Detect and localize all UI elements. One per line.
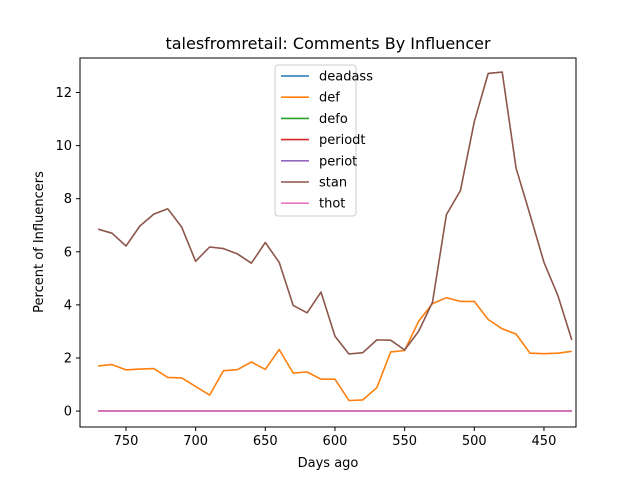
x-tick-label: 700	[183, 434, 208, 449]
plot-lines	[97, 71, 573, 412]
legend: deadass def defo periodt periot stan thot	[274, 64, 373, 217]
y-axis: 0 2 4 6 8 10 12	[55, 86, 80, 420]
x-tick-label: 650	[253, 434, 278, 449]
legend-label-periodt: periodt	[319, 133, 366, 148]
series-line-stan	[97, 71, 573, 355]
y-axis-label: Percent of Influencers	[32, 171, 47, 313]
x-tick-label: 450	[532, 434, 557, 449]
legend-box	[274, 64, 357, 217]
x-axis: 750 700 650 600 550 500 450	[114, 427, 557, 449]
y-tick-label: 0	[64, 405, 72, 420]
y-tick-label: 12	[55, 86, 72, 101]
y-tick-label: 10	[55, 139, 72, 154]
plot-area-frame	[79, 57, 577, 428]
legend-label-deadass: deadass	[319, 70, 373, 85]
y-tick-label: 2	[64, 351, 72, 366]
x-tick-label: 550	[392, 434, 417, 449]
y-tick-label: 4	[64, 298, 72, 313]
chart-title: talesfromretail: Comments By Influencer	[165, 34, 491, 53]
x-axis-label: Days ago	[298, 456, 359, 471]
legend-label-def: def	[319, 91, 340, 106]
y-tick-label: 8	[64, 192, 72, 207]
legend-label-defo: defo	[319, 112, 348, 127]
x-tick-label: 750	[114, 434, 139, 449]
series-line-def	[98, 296, 572, 402]
x-tick-label: 500	[462, 434, 487, 449]
legend-label-thot: thot	[319, 197, 345, 212]
legend-label-periot: periot	[319, 154, 357, 169]
x-tick-label: 600	[323, 434, 348, 449]
legend-label-stan: stan	[319, 176, 347, 191]
y-tick-label: 6	[64, 245, 72, 260]
